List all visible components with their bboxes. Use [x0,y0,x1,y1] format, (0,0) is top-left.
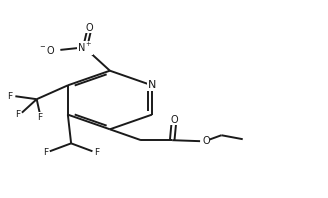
Text: O: O [85,23,93,32]
Text: $^-$O: $^-$O [37,44,55,56]
Text: F: F [8,92,13,101]
Text: F: F [94,148,99,157]
Text: F: F [37,112,43,122]
Text: F: F [43,148,48,157]
Text: N: N [148,80,156,90]
Text: O: O [170,115,178,125]
Text: N$^+$: N$^+$ [77,41,93,54]
Text: F: F [15,110,20,119]
Text: O: O [202,136,210,146]
